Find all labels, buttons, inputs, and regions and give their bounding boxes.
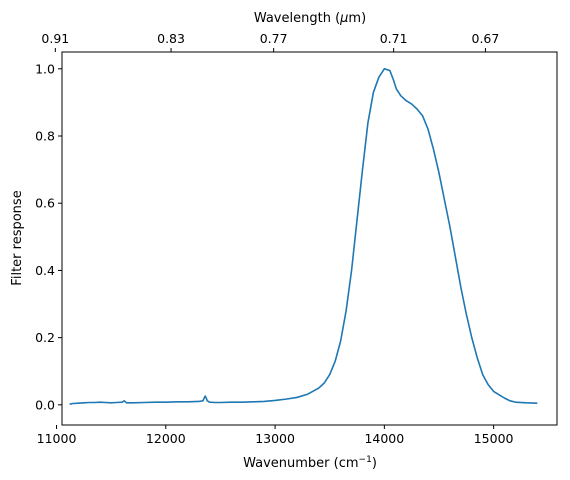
y-tick-label: 0.8 [35, 129, 55, 144]
x-tick-label: 14000 [364, 431, 404, 446]
top-x-axis-label: Wavelength (μm) [254, 11, 366, 26]
x-tick-label: 12000 [146, 431, 186, 446]
top-tick-label: 0.91 [41, 31, 69, 46]
y-tick-label: 0.4 [35, 263, 55, 278]
y-tick-label: 0.0 [35, 397, 55, 412]
plot-frame [61, 51, 558, 426]
y-tick-label: 1.0 [35, 61, 55, 76]
top-tick-label: 0.71 [380, 31, 408, 46]
y-tick-label: 0.2 [35, 330, 55, 345]
y-tick-label: 0.6 [35, 196, 55, 211]
top-tick-label: 0.83 [157, 31, 185, 46]
x-tick-label: 15000 [474, 431, 514, 446]
top-tick-label: 0.67 [472, 31, 500, 46]
y-axis-label: Filter response [10, 190, 25, 285]
x-axis-label: Wavenumber (cm−1) [243, 455, 377, 471]
x-tick-label: 11000 [37, 431, 77, 446]
top-tick-label: 0.77 [260, 31, 288, 46]
chart-ticks: 11000 12000 13000 14000 15000 0.0 0.2 0.4 0.6 0.8… [35, 31, 513, 446]
x-tick-label: 13000 [255, 431, 295, 446]
series-line-0 [69, 68, 538, 405]
chart-marks [69, 68, 538, 405]
